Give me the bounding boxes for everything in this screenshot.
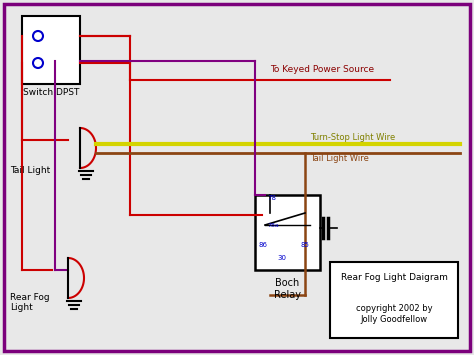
Text: Switch DPST: Switch DPST (23, 88, 79, 97)
Text: 78: 78 (267, 195, 276, 201)
Text: 86: 86 (259, 242, 268, 248)
Text: Tail Light: Tail Light (10, 166, 50, 175)
Bar (330, 262, 458, 338)
Text: Tail Light Wire: Tail Light Wire (310, 154, 369, 163)
Text: Turn-Stop Light Wire: Turn-Stop Light Wire (310, 133, 395, 142)
Text: 30: 30 (277, 255, 286, 261)
Text: Rear Fog Light Daigram: Rear Fog Light Daigram (340, 273, 447, 283)
Bar (255, 195, 320, 270)
Bar (22, 16, 80, 84)
Text: 78a: 78a (267, 223, 279, 228)
Text: Boch
Relay: Boch Relay (274, 278, 301, 300)
Text: Rear Fog
Light: Rear Fog Light (10, 293, 50, 312)
Text: 85: 85 (301, 242, 310, 248)
Text: copyright 2002 by
Jolly Goodfellow: copyright 2002 by Jolly Goodfellow (356, 304, 432, 324)
Text: To Keyed Power Source: To Keyed Power Source (270, 65, 374, 74)
